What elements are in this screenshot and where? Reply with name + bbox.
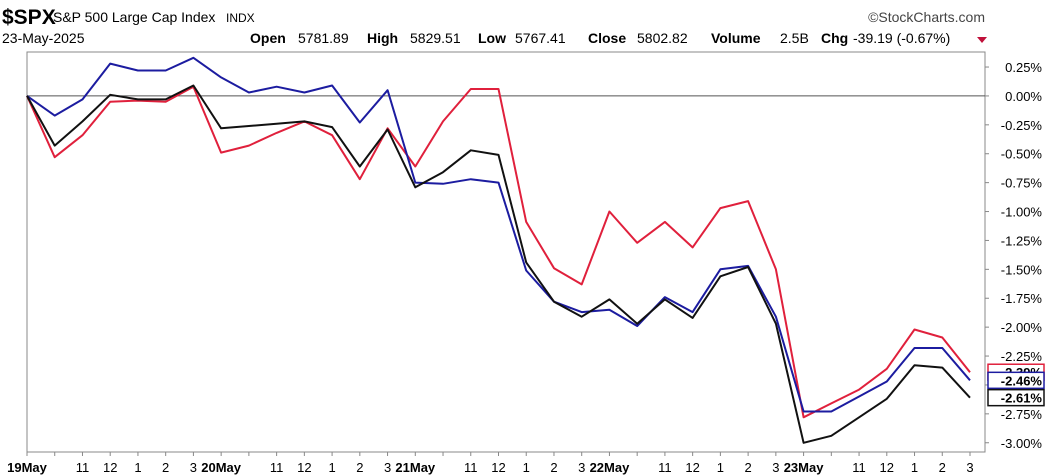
y-tick-label: 0.25% bbox=[1005, 60, 1042, 75]
x-tick-label: 22May bbox=[590, 460, 631, 475]
y-tick-label: -1.00% bbox=[1001, 205, 1043, 220]
chg-value: -39.19 (-0.67%) bbox=[853, 30, 950, 46]
exchange: INDX bbox=[226, 11, 255, 25]
y-tick-label: -2.25% bbox=[1001, 349, 1043, 364]
high-label: High bbox=[367, 30, 398, 46]
high-value: 5829.51 bbox=[410, 30, 461, 46]
plot-frame bbox=[26, 51, 986, 453]
low-value: 5767.41 bbox=[515, 30, 566, 46]
x-tick-label: 11 bbox=[76, 460, 90, 475]
x-tick-label: 20May bbox=[201, 460, 242, 475]
y-tick-label: -2.00% bbox=[1001, 320, 1043, 335]
index-name: S&P 500 Large Cap Index bbox=[53, 9, 215, 25]
open-value: 5781.89 bbox=[298, 30, 349, 46]
open-label: Open bbox=[250, 30, 286, 46]
end-label: -2.61% bbox=[1001, 391, 1043, 406]
x-tick-label: 12 bbox=[297, 460, 311, 475]
series-line bbox=[26, 85, 971, 419]
x-tick-label: 11 bbox=[464, 460, 478, 475]
x-tick-label: 12 bbox=[685, 460, 699, 475]
y-tick-label: -0.50% bbox=[1001, 147, 1043, 162]
x-tick-label: 3 bbox=[384, 460, 391, 475]
x-tick-label: 11 bbox=[658, 460, 672, 475]
close-label: Close bbox=[588, 30, 626, 46]
x-tick-label: 3 bbox=[966, 460, 973, 475]
x-tick-label: 11 bbox=[852, 460, 866, 475]
x-tick-label: 1 bbox=[134, 460, 141, 475]
source: ©StockCharts.com bbox=[868, 9, 985, 25]
y-tick-label: 0.00% bbox=[1005, 89, 1042, 104]
end-label: -2.46% bbox=[1001, 373, 1043, 388]
end-label-box bbox=[987, 371, 1045, 390]
end-label-box bbox=[987, 388, 1045, 407]
x-tick-label: 2 bbox=[162, 460, 169, 475]
x-tick-label: 1 bbox=[911, 460, 918, 475]
x-tick-label: 2 bbox=[745, 460, 752, 475]
x-tick-label: 1 bbox=[328, 460, 335, 475]
x-tick-label: 2 bbox=[550, 460, 557, 475]
chg-label: Chg bbox=[821, 30, 848, 46]
close-value: 5802.82 bbox=[637, 30, 688, 46]
series-line bbox=[26, 56, 971, 413]
low-label: Low bbox=[478, 30, 506, 46]
x-tick-label: 11 bbox=[270, 460, 284, 475]
y-tick-label: -1.75% bbox=[1001, 291, 1043, 306]
y-tick-label: -2.75% bbox=[1001, 407, 1043, 422]
x-tick-label: 23May bbox=[784, 460, 825, 475]
x-tick-label: 3 bbox=[772, 460, 779, 475]
symbol: $SPX bbox=[2, 6, 56, 29]
y-tick-label: -0.25% bbox=[1001, 118, 1043, 133]
x-tick-label: 2 bbox=[356, 460, 363, 475]
x-tick-label: 3 bbox=[578, 460, 585, 475]
x-tick-label: 1 bbox=[523, 460, 530, 475]
volume-value: 2.5B bbox=[780, 30, 809, 46]
x-tick-label: 12 bbox=[880, 460, 894, 475]
date: 23-May-2025 bbox=[2, 30, 85, 46]
x-tick-label: 19May bbox=[7, 460, 48, 475]
x-tick-label: 12 bbox=[491, 460, 505, 475]
y-tick-label: -1.25% bbox=[1001, 233, 1043, 248]
y-tick-label: -3.00% bbox=[1001, 436, 1043, 451]
down-arrow bbox=[977, 37, 987, 43]
y-tick-label: -1.50% bbox=[1001, 262, 1043, 277]
y-tick-label: -0.75% bbox=[1001, 176, 1043, 191]
x-tick-label: 21May bbox=[395, 460, 436, 475]
x-tick-label: 12 bbox=[103, 460, 117, 475]
volume-label: Volume bbox=[711, 30, 761, 46]
x-tick-label: 1 bbox=[717, 460, 724, 475]
series-line bbox=[26, 84, 971, 444]
x-tick-label: 3 bbox=[190, 460, 197, 475]
x-tick-label: 2 bbox=[939, 460, 946, 475]
